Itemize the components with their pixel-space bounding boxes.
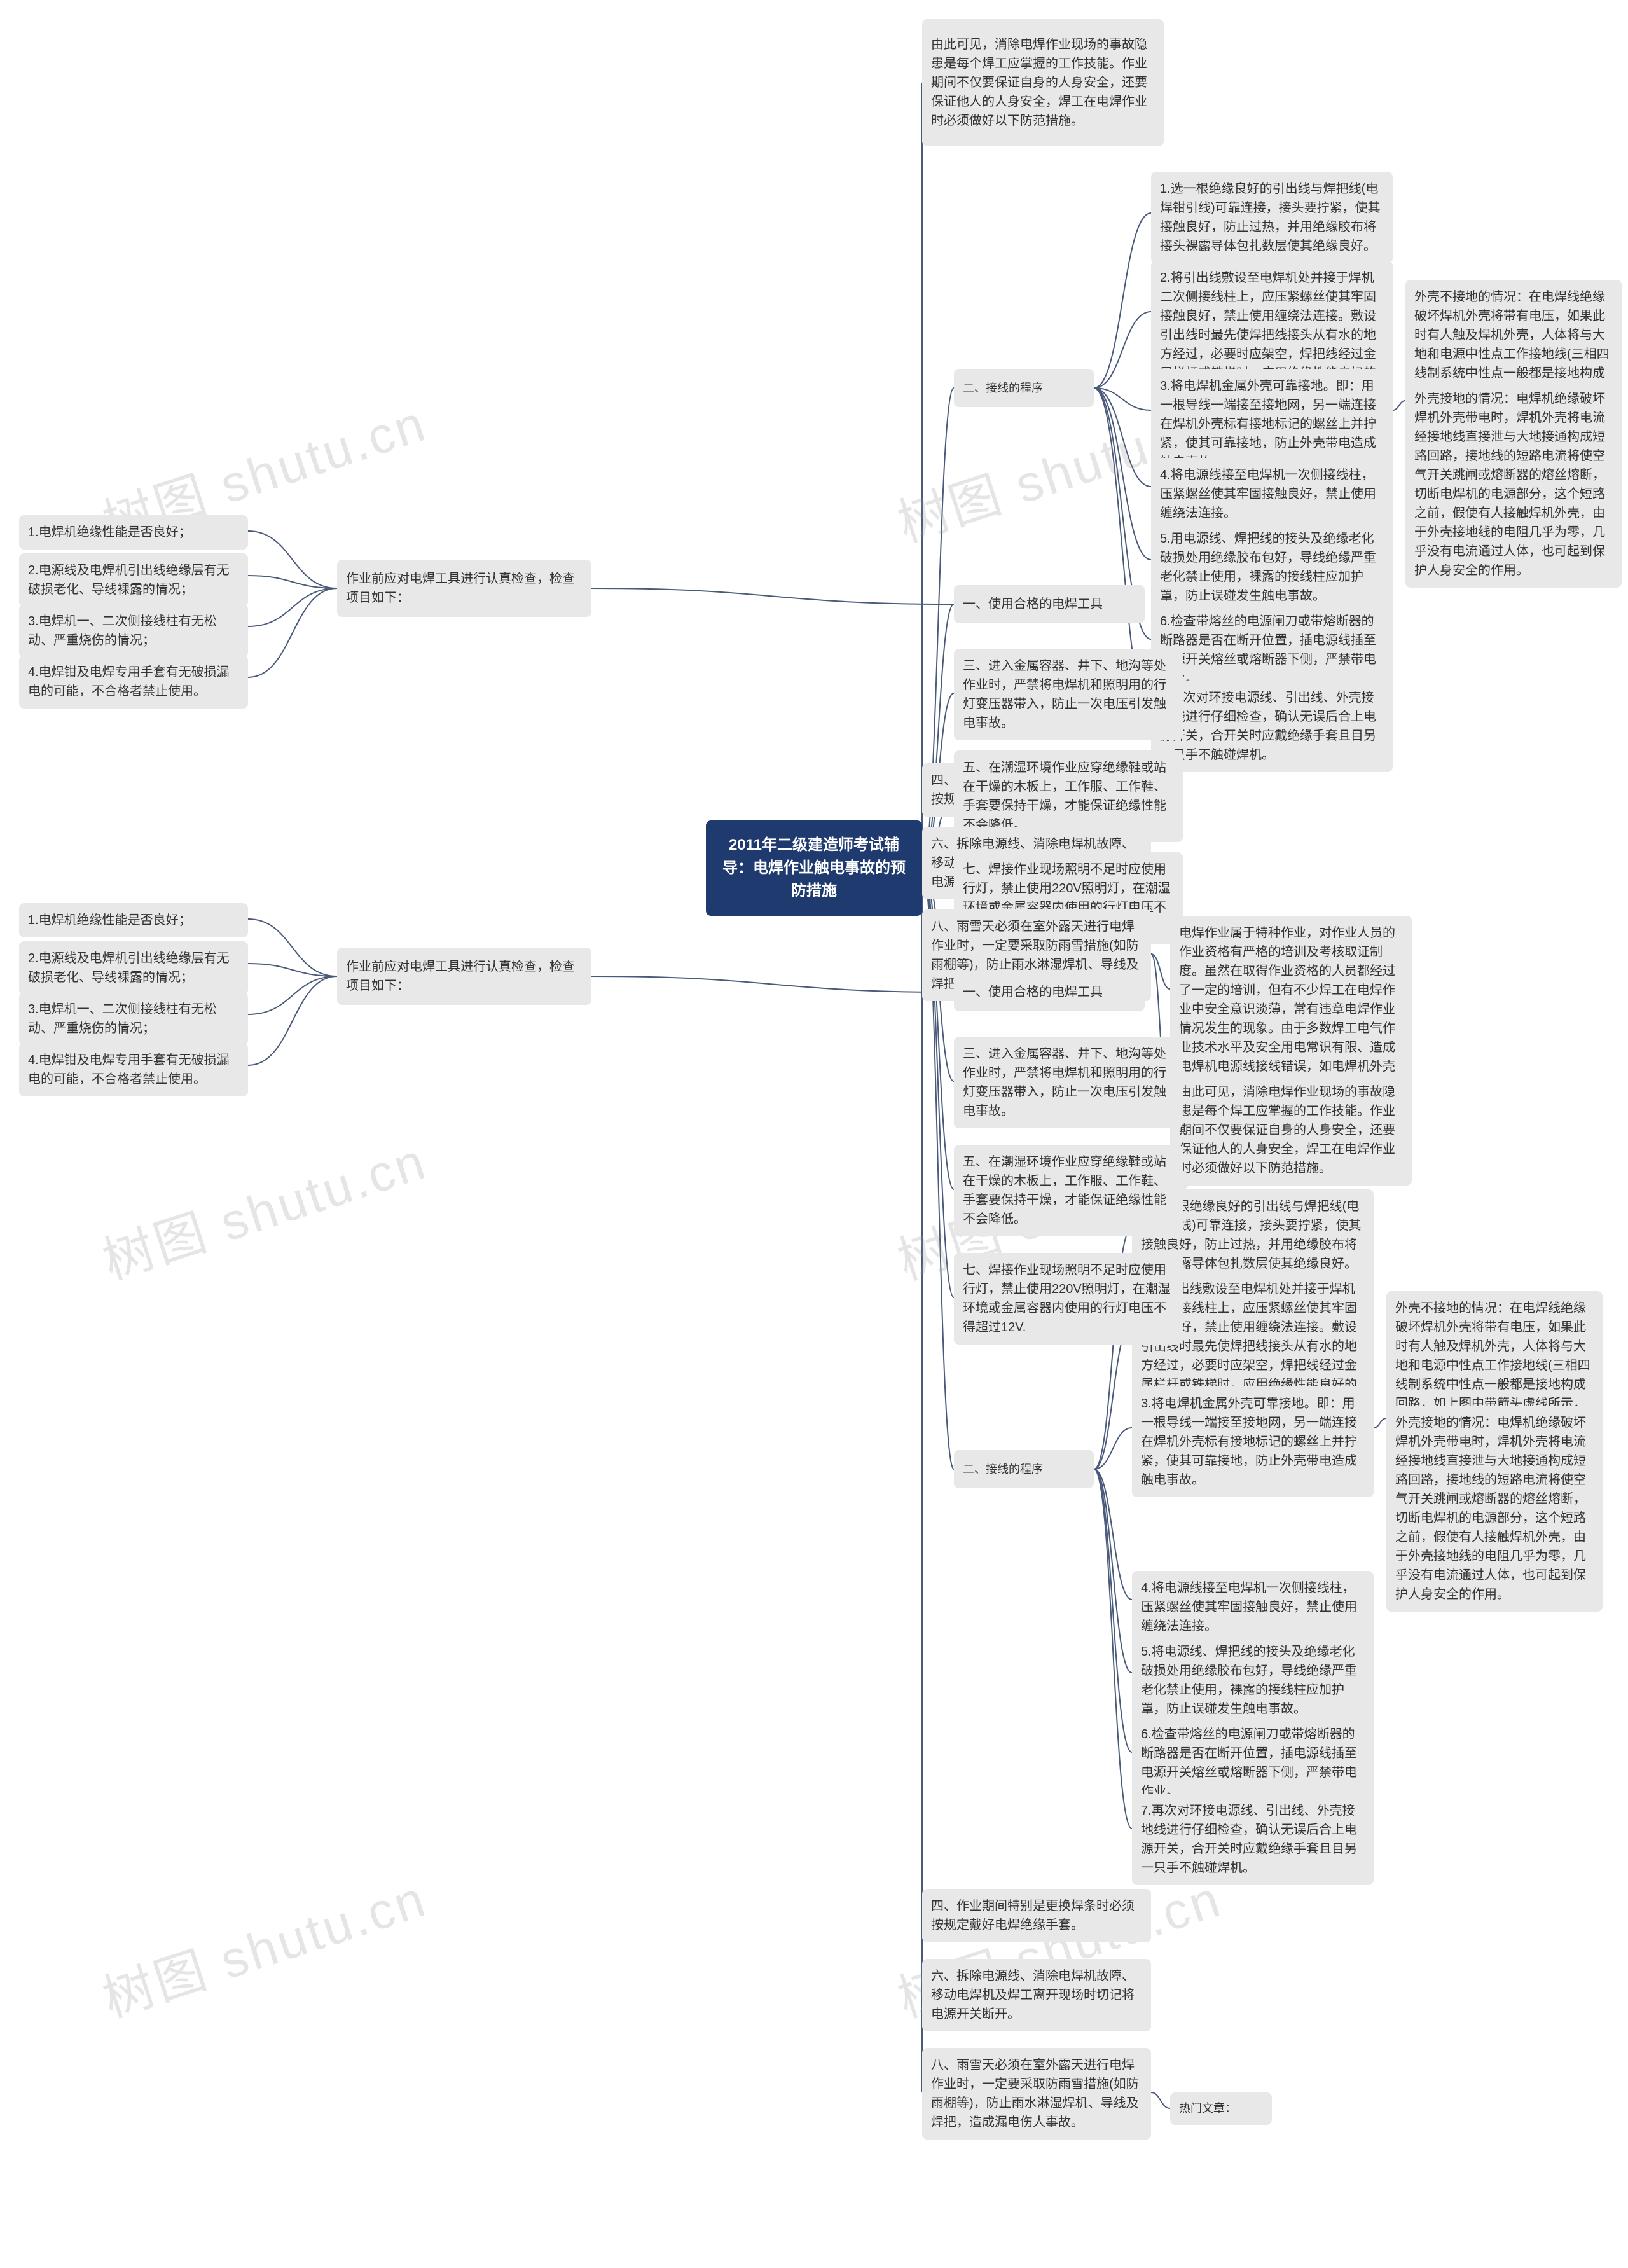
node-label: 外壳接地的情况：电焊机绝缘破坏焊机外壳带电时，焊机外壳将电流经接地线直接泄与大地… [1414, 389, 1613, 580]
node-label: 7.再次对环接电源线、引出线、外壳接地线进行仔细检查，确认无误后合上电源开关，合… [1160, 688, 1384, 764]
node-label: 三、进入金属容器、井下、地沟等处作业时，严禁将电焊机和照明用的行灯变压器带入，防… [963, 656, 1174, 733]
node-A_II_1: 1.选一根绝缘良好的引出线与焊把线(电焊钳引线)可靠连接，接头要拧紧，使其接触良… [1151, 172, 1393, 263]
node-label: 7.再次对环接电源线、引出线、外壳接地线进行仔细检查，确认无误后合上电源开关，合… [1141, 1801, 1365, 1877]
node-B_II_5: 5.将电源线、焊把线的接头及绝缘老化破损处用绝缘胶布包好，导线绝缘严重老化禁止使… [1132, 1635, 1374, 1726]
node-B_I: 一、使用合格的电焊工具 [954, 973, 1145, 1011]
node-label: 八、雨雪天必须在室外露天进行电焊作业时，一定要采取防雨雪措施(如防雨棚等)，防止… [931, 2056, 1142, 2132]
node-label: 2.电源线及电焊机引出线绝缘层有无破损老化、导线裸露的情况； [28, 561, 239, 599]
node-label: 三、进入金属容器、井下、地沟等处作业时，严禁将电焊机和照明用的行灯变压器带入，防… [963, 1044, 1174, 1121]
node-label: 四、作业期间特别是更换焊条时必须按规定戴好电焊绝缘手套。 [931, 1897, 1142, 1935]
node-B_III: 三、进入金属容器、井下、地沟等处作业时，严禁将电焊机和照明用的行灯变压器带入，防… [954, 1037, 1183, 1128]
node-label: 作业前应对电焊工具进行认真检查，检查项目如下： [346, 569, 583, 607]
node-A_II: 二、接线的程序 [954, 369, 1094, 407]
node-label: 4.将电源线接至电焊机一次侧接线柱，压紧螺丝使其牢固接触良好，禁止使用缠绕法连接… [1141, 1579, 1365, 1636]
node-label: 6.检查带熔丝的电源闸刀或带熔断器的断路器是否在断开位置，插电源线插至电源开关熔… [1141, 1725, 1365, 1801]
node-label: 6.检查带熔丝的电源闸刀或带熔断器的断路器是否在断开位置，插电源线插至电源开关熔… [1160, 612, 1384, 688]
node-A_III: 三、进入金属容器、井下、地沟等处作业时，严禁将电焊机和照明用的行灯变压器带入，防… [954, 649, 1183, 740]
node-label: 3.电焊机一、二次侧接线柱有无松动、严重烧伤的情况； [28, 612, 239, 650]
mindmap-page: 树图 shutu.cn树图 shutu.cn树图 shutu.cn树图 shut… [0, 0, 1628, 2268]
watermark: 树图 shutu.cn [92, 1858, 435, 2032]
node-B_I_3: 3.电焊机一、二次侧接线柱有无松动、严重烧伤的情况； [19, 992, 248, 1046]
node-label: 二、接线的程序 [963, 1461, 1043, 1478]
node-label: 1.电焊机绝缘性能是否良好； [28, 523, 191, 542]
center-node: 2011年二级建造师考试辅导：电焊作业触电事故的预防措施 [706, 820, 922, 916]
node-B_I_4: 4.电焊钳及电焊专用手套有无破损漏电的可能，不合格者禁止使用。 [19, 1043, 248, 1096]
node-label: 二、接线的程序 [963, 380, 1043, 397]
node-A_I_4: 4.电焊钳及电焊专用手套有无破损漏电的可能，不合格者禁止使用。 [19, 655, 248, 709]
node-B_VI: 六、拆除电源线、消除电焊机故障、移动电焊机及焊工离开现场时切记将电源开关断开。 [922, 1959, 1151, 2031]
node-B_VIII: 八、雨雪天必须在室外露天进行电焊作业时，一定要采取防雨雪措施(如防雨棚等)，防止… [922, 2048, 1151, 2140]
node-label: 由此可见，消除电焊作业现场的事故隐患是每个焊工应掌握的工作技能。作业期间不仅要保… [1179, 1082, 1403, 1178]
node-A_I_1: 1.电焊机绝缘性能是否良好； [19, 515, 248, 550]
node-label: 五、在潮湿环境作业应穿绝缘鞋或站在干燥的木板上，工作服、工作鞋、手套要保持干燥，… [963, 758, 1174, 834]
node-B_II_7: 7.再次对环接电源线、引出线、外壳接地线进行仔细检查，确认无误后合上电源开关，合… [1132, 1794, 1374, 1885]
node-label: 1.电焊机绝缘性能是否良好； [28, 911, 191, 930]
node-label: 3.将电焊机金属外壳可靠接地。即：用一根导线一端接至接地网，另一端连接在焊机外壳… [1141, 1394, 1365, 1490]
node-label: 外壳接地的情况：电焊机绝缘破坏焊机外壳带电时，焊机外壳将电流经接地线直接泄与大地… [1395, 1413, 1594, 1604]
node-B_II_4: 4.将电源线接至电焊机一次侧接线柱，压紧螺丝使其牢固接触良好，禁止使用缠绕法连接… [1132, 1571, 1374, 1643]
node-A_intro: 由此可见，消除电焊作业现场的事故隐患是每个焊工应掌握的工作技能。作业期间不仅要保… [922, 19, 1164, 146]
node-A_VIII_b: 由此可见，消除电焊作业现场的事故隐患是每个焊工应掌握的工作技能。作业期间不仅要保… [1170, 1075, 1412, 1186]
node-label: 4.将电源线接至电焊机一次侧接线柱，压紧螺丝使其牢固接触良好，禁止使用缠绕法连接… [1160, 466, 1384, 523]
node-A_II_5: 5.用电源线、焊把线的接头及绝缘老化破损处用绝缘胶布包好，导线绝缘严重老化禁止使… [1151, 522, 1393, 613]
node-label: 4.电焊钳及电焊专用手套有无破损漏电的可能，不合格者禁止使用。 [28, 1051, 239, 1089]
node-B_II_3a_b: 外壳接地的情况：电焊机绝缘破坏焊机外壳带电时，焊机外壳将电流经接地线直接泄与大地… [1386, 1406, 1603, 1612]
node-label: 由此可见，消除电焊作业现场的事故隐患是每个焊工应掌握的工作技能。作业期间不仅要保… [931, 35, 1155, 130]
node-label: 作业前应对电焊工具进行认真检查，检查项目如下： [346, 957, 583, 995]
node-B_IV: 四、作业期间特别是更换焊条时必须按规定戴好电焊绝缘手套。 [922, 1889, 1151, 1942]
node-label: 3.电焊机一、二次侧接线柱有无松动、严重烧伤的情况； [28, 1000, 239, 1038]
node-B_I_pre: 作业前应对电焊工具进行认真检查，检查项目如下： [337, 948, 591, 1005]
node-B_II: 二、接线的程序 [954, 1450, 1094, 1488]
watermark: 树图 shutu.cn [92, 1120, 435, 1294]
node-label: 2.电源线及电焊机引出线绝缘层有无破损老化、导线裸露的情况； [28, 949, 239, 987]
node-A_I: 一、使用合格的电焊工具 [954, 585, 1145, 623]
node-label: 热门文章： [1179, 2100, 1236, 2117]
node-label: 5.用电源线、焊把线的接头及绝缘老化破损处用绝缘胶布包好，导线绝缘严重老化禁止使… [1160, 529, 1384, 605]
node-A_II_4: 4.将电源线接至电焊机一次侧接线柱，压紧螺丝使其牢固接触良好，禁止使用缠绕法连接… [1151, 458, 1393, 530]
node-label: 5.将电源线、焊把线的接头及绝缘老化破损处用绝缘胶布包好，导线绝缘严重老化禁止使… [1141, 1642, 1365, 1718]
center-label: 2011年二级建造师考试辅导：电焊作业触电事故的预防措施 [719, 834, 909, 902]
node-A_I_2: 2.电源线及电焊机引出线绝缘层有无破损老化、导线裸露的情况； [19, 553, 248, 607]
node-B_I_1: 1.电焊机绝缘性能是否良好； [19, 903, 248, 937]
node-label: 五、在潮湿环境作业应穿绝缘鞋或站在干燥的木板上，工作服、工作鞋、手套要保持干燥，… [963, 1152, 1174, 1229]
node-B_VII: 七、焊接作业现场照明不足时应使用行灯，禁止使用220V照明灯，在潮湿环境或金属容… [954, 1253, 1183, 1345]
node-label: 一、使用合格的电焊工具 [963, 983, 1103, 1002]
node-B_V: 五、在潮湿环境作业应穿绝缘鞋或站在干燥的木板上，工作服、工作鞋、手套要保持干燥，… [954, 1145, 1183, 1236]
node-A_I_3: 3.电焊机一、二次侧接线柱有无松动、严重烧伤的情况； [19, 604, 248, 658]
node-label: 1.选一根绝缘良好的引出线与焊把线(电焊钳引线)可靠连接，接头要拧紧，使其接触良… [1160, 179, 1384, 256]
node-A_II_3a_b: 外壳接地的情况：电焊机绝缘破坏焊机外壳带电时，焊机外壳将电流经接地线直接泄与大地… [1405, 382, 1622, 588]
node-label: 六、拆除电源线、消除电焊机故障、移动电焊机及焊工离开现场时切记将电源开关断开。 [931, 1967, 1142, 2024]
node-A_II_7: 7.再次对环接电源线、引出线、外壳接地线进行仔细检查，确认无误后合上电源开关，合… [1151, 681, 1393, 772]
node-A_I_pre: 作业前应对电焊工具进行认真检查，检查项目如下： [337, 560, 591, 617]
node-label: 4.电焊钳及电焊专用手套有无破损漏电的可能，不合格者禁止使用。 [28, 663, 239, 701]
node-B_I_2: 2.电源线及电焊机引出线绝缘层有无破损老化、导线裸露的情况； [19, 941, 248, 995]
node-B_VIII_hot: 热门文章： [1170, 2092, 1272, 2125]
node-label: 一、使用合格的电焊工具 [963, 595, 1103, 614]
node-label: 七、焊接作业现场照明不足时应使用行灯，禁止使用220V照明灯，在潮湿环境或金属容… [963, 1261, 1174, 1337]
node-B_II_3: 3.将电焊机金属外壳可靠接地。即：用一根导线一端接至接地网，另一端连接在焊机外壳… [1132, 1386, 1374, 1497]
